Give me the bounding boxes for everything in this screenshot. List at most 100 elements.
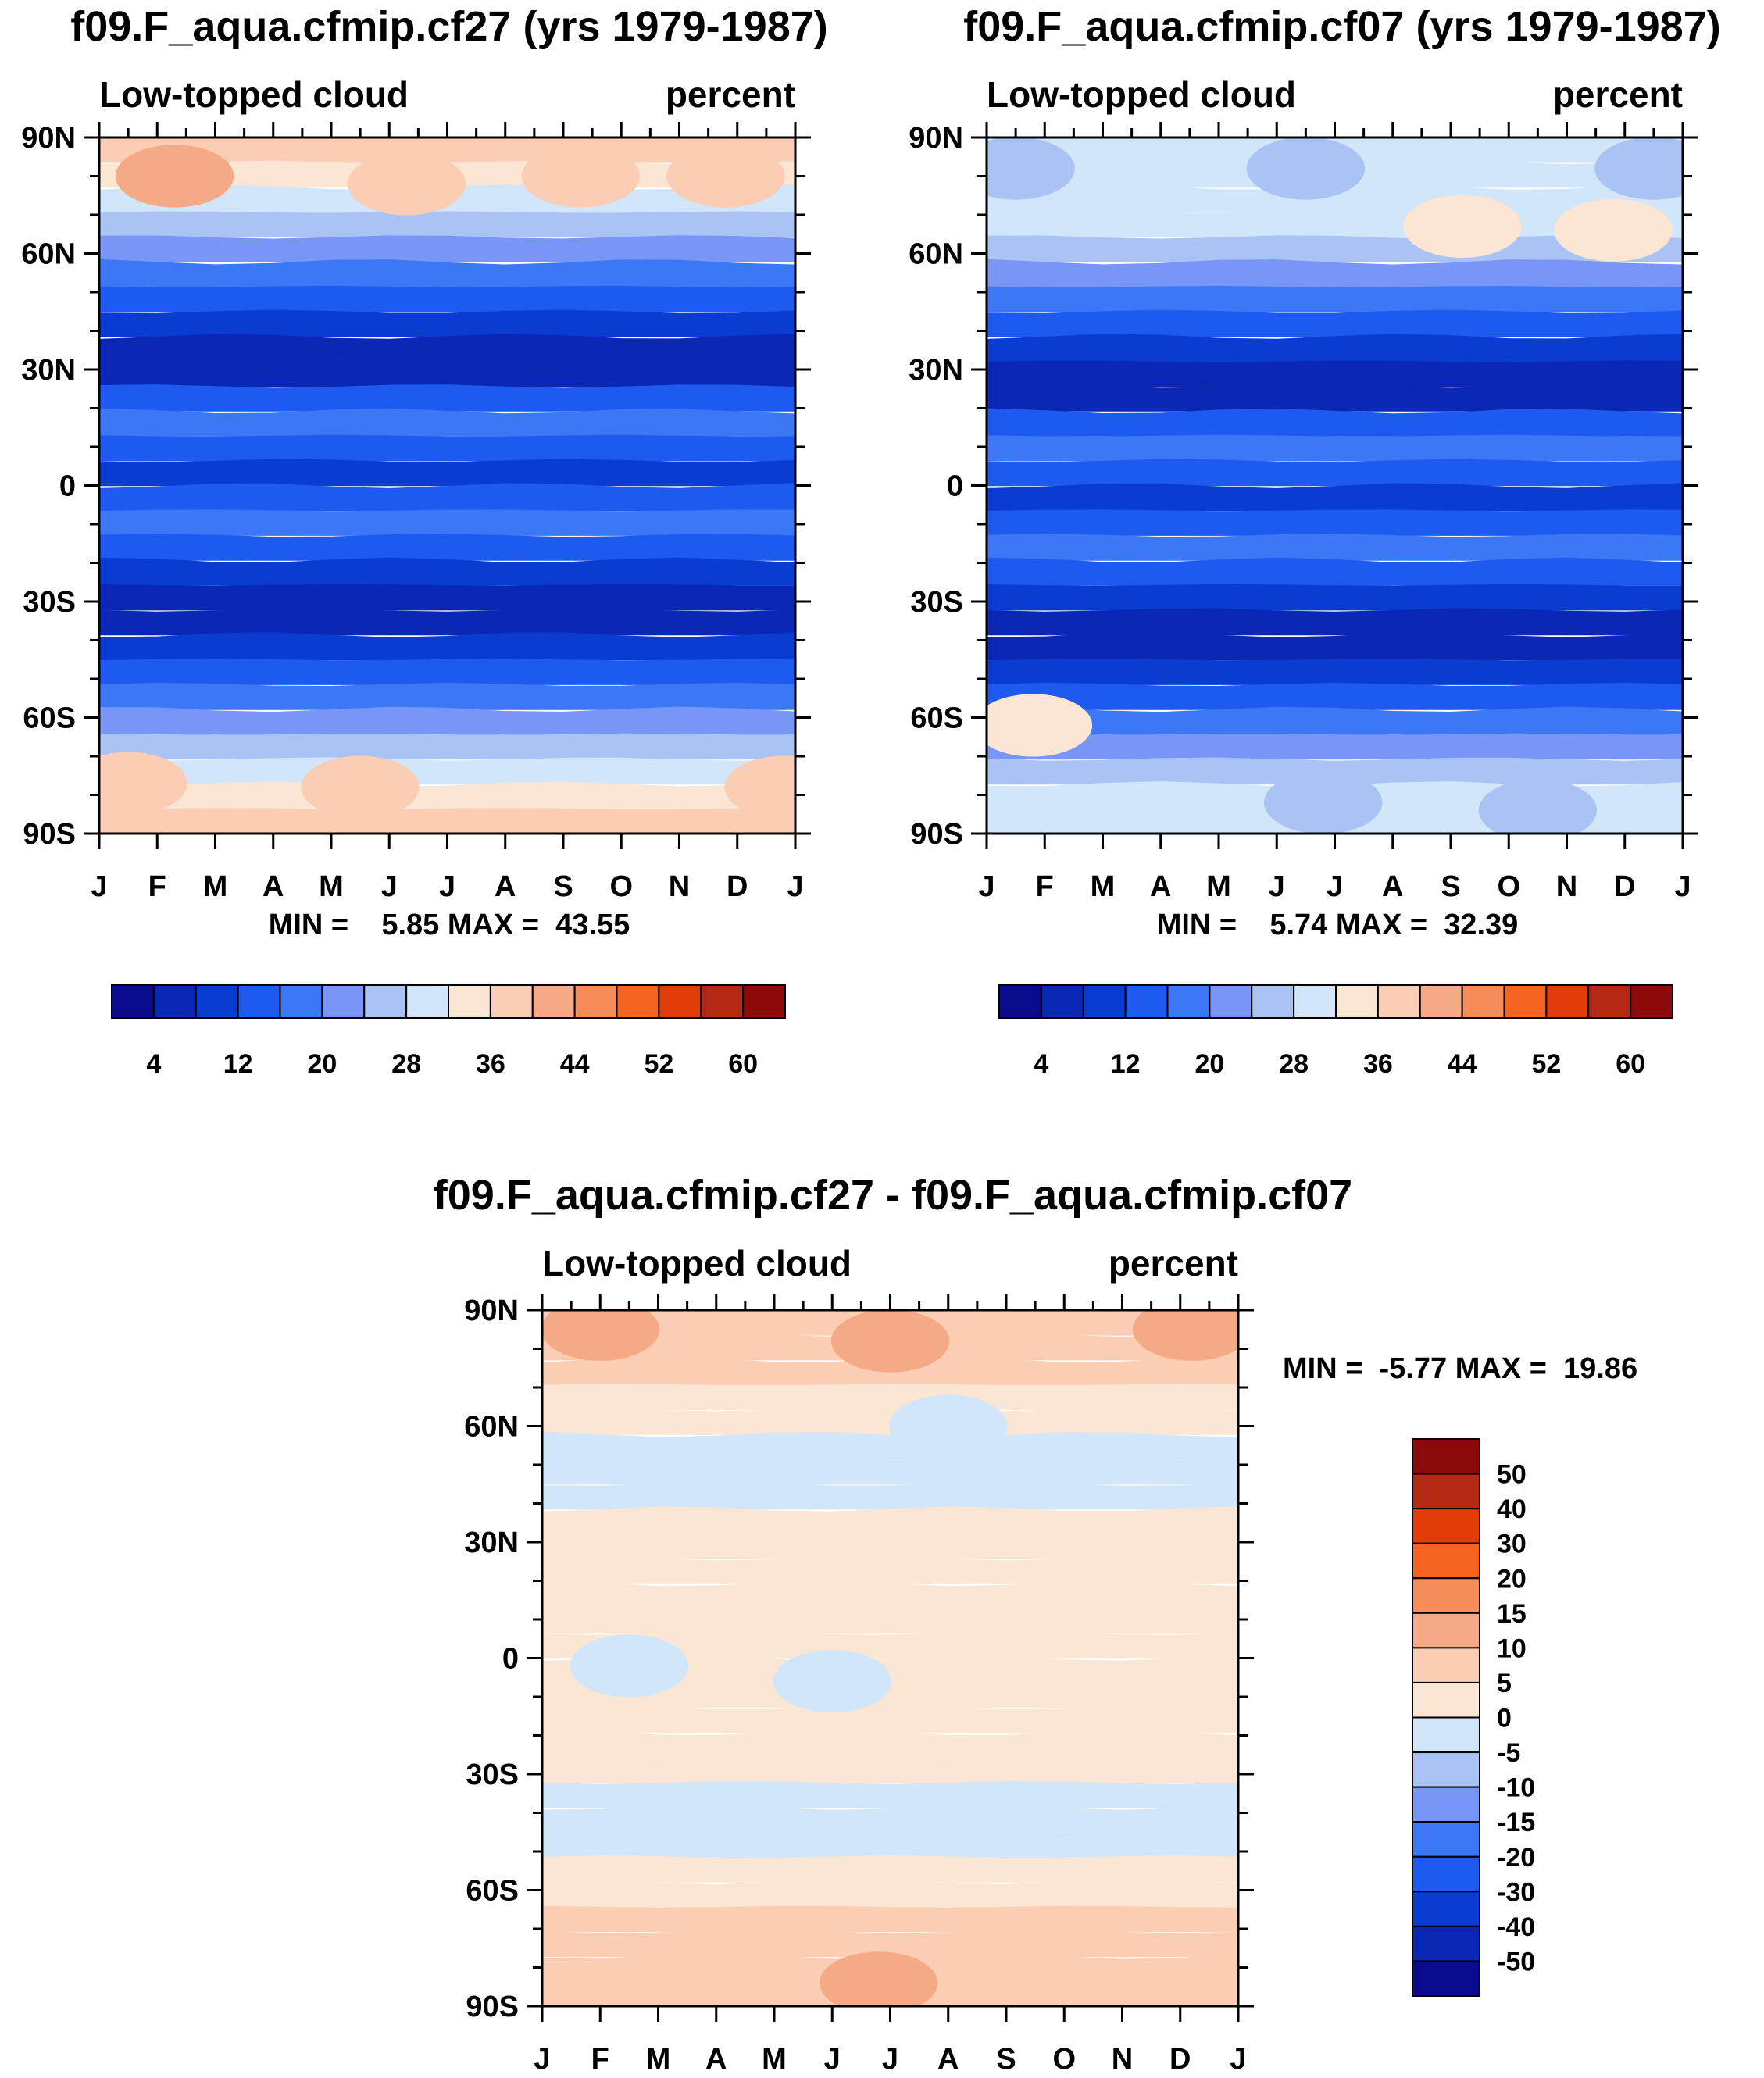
colorbar-label: -50 bbox=[1497, 1947, 1535, 1976]
x-tick-label: A bbox=[262, 870, 284, 903]
contour-band bbox=[99, 533, 795, 561]
y-tick-label: 60S bbox=[23, 702, 76, 735]
x-tick-label: M bbox=[646, 2043, 671, 2074]
y-tick-label: 0 bbox=[59, 470, 76, 503]
contour-band bbox=[987, 682, 1683, 710]
contour-patch bbox=[99, 752, 187, 815]
colorbar-label: 10 bbox=[1497, 1633, 1527, 1663]
y-tick-label: 60S bbox=[910, 702, 963, 735]
x-tick-label: O bbox=[1497, 870, 1520, 903]
colorbar-label: -10 bbox=[1497, 1773, 1535, 1803]
panel-1-plot-area bbox=[99, 137, 795, 834]
contour-patch bbox=[1478, 779, 1598, 834]
contour-band bbox=[99, 309, 795, 337]
panel-3-left-label: Low-topped cloud bbox=[542, 1243, 852, 1284]
y-tick-label: 90N bbox=[464, 1294, 519, 1327]
contour-band bbox=[99, 659, 795, 685]
contour-band bbox=[987, 483, 1683, 512]
x-tick-label: N bbox=[1556, 870, 1577, 903]
contour-band bbox=[99, 682, 795, 710]
colorbar-swatch bbox=[998, 984, 1042, 1019]
colorbar-swatch bbox=[1412, 1542, 1480, 1580]
contour-band bbox=[987, 259, 1683, 287]
panel-1-right-label: percent bbox=[666, 74, 795, 115]
contour-patch bbox=[820, 1951, 938, 2006]
x-tick-label: O bbox=[609, 870, 633, 903]
contour-patch bbox=[987, 694, 1093, 757]
y-tick-label: 90S bbox=[466, 1991, 519, 2023]
contour-patch bbox=[1594, 137, 1683, 200]
contour-band bbox=[99, 781, 795, 809]
x-tick-label: M bbox=[762, 2043, 787, 2074]
x-tick-label: F bbox=[148, 870, 166, 903]
colorbar-label: 40 bbox=[1497, 1494, 1527, 1524]
y-tick-label: 60N bbox=[909, 238, 963, 271]
colorbar-swatch bbox=[1293, 984, 1337, 1019]
panel-3-plot-area bbox=[542, 1310, 1238, 2006]
x-tick-label: S bbox=[1441, 870, 1460, 903]
y-tick-label: 30S bbox=[910, 586, 963, 619]
y-tick-label: 0 bbox=[947, 470, 963, 503]
y-tick-label: 0 bbox=[502, 1643, 519, 1676]
colorbar-swatch bbox=[152, 984, 197, 1019]
contour-band bbox=[987, 384, 1683, 412]
colorbar-swatch bbox=[1251, 984, 1295, 1019]
contour-band bbox=[542, 1705, 1238, 1733]
colorbar-label: 28 bbox=[391, 1049, 421, 1079]
colorbar-swatch bbox=[489, 984, 534, 1019]
colorbar-label: 20 bbox=[1194, 1049, 1224, 1079]
y-tick-label: 90S bbox=[23, 818, 76, 851]
colorbar-swatch bbox=[1166, 984, 1211, 1019]
x-tick-label: A bbox=[937, 2043, 959, 2074]
contour-band bbox=[987, 584, 1683, 611]
contour-band bbox=[99, 334, 795, 362]
colorbar-swatch bbox=[405, 984, 449, 1019]
contour-band bbox=[542, 1730, 1238, 1758]
contour-patch bbox=[521, 145, 640, 208]
contour-band bbox=[987, 757, 1683, 785]
contour-band bbox=[99, 557, 795, 586]
colorbar-swatch bbox=[237, 984, 281, 1019]
colorbar-label: 52 bbox=[644, 1049, 673, 1079]
contour-band bbox=[987, 608, 1683, 636]
colorbar-label: 44 bbox=[1448, 1049, 1477, 1079]
contour-band bbox=[542, 1655, 1238, 1684]
colorbar-swatch bbox=[1545, 984, 1590, 1019]
y-tick-label: 90N bbox=[909, 122, 963, 155]
colorbar-swatch bbox=[1412, 1716, 1480, 1754]
x-tick-label: J bbox=[787, 870, 803, 903]
colorbar-swatch bbox=[363, 984, 408, 1019]
colorbar-label: 4 bbox=[146, 1049, 161, 1079]
contour-patch bbox=[1554, 198, 1673, 262]
colorbar-label: 52 bbox=[1531, 1049, 1561, 1079]
panel-1-colorbar: 4 12 20 28 36 44 52 60 bbox=[111, 984, 786, 1079]
contour-patch bbox=[830, 1310, 950, 1373]
contour-band bbox=[987, 285, 1683, 312]
panel-1-left-label: Low-topped cloud bbox=[99, 74, 409, 115]
contour-band bbox=[987, 408, 1683, 437]
contour-band bbox=[542, 1631, 1238, 1659]
x-tick-label: M bbox=[319, 870, 344, 903]
contour-patch bbox=[987, 137, 1075, 200]
contour-band bbox=[99, 235, 795, 262]
colorbar-swatch bbox=[1412, 1960, 1480, 1997]
colorbar-label: 44 bbox=[560, 1049, 590, 1079]
colorbar-swatch bbox=[1412, 1577, 1480, 1614]
contour-band bbox=[99, 808, 795, 834]
colorbar-swatch bbox=[1412, 1786, 1480, 1823]
y-tick-label: 90S bbox=[910, 818, 963, 851]
colorbar-swatch bbox=[279, 984, 323, 1019]
contour-band bbox=[987, 659, 1683, 685]
x-tick-label: J bbox=[882, 2043, 898, 2074]
contour-band bbox=[987, 733, 1683, 760]
x-tick-label: S bbox=[553, 870, 573, 903]
x-tick-label: A bbox=[1150, 870, 1171, 903]
contour-band bbox=[542, 1905, 1238, 1933]
x-tick-label: J bbox=[381, 870, 398, 903]
colorbar-swatch bbox=[1412, 1508, 1480, 1544]
x-tick-label: A bbox=[495, 870, 516, 903]
contour-band bbox=[542, 1431, 1238, 1460]
contour-band bbox=[99, 483, 795, 512]
colorbar-label: 60 bbox=[1616, 1049, 1645, 1079]
